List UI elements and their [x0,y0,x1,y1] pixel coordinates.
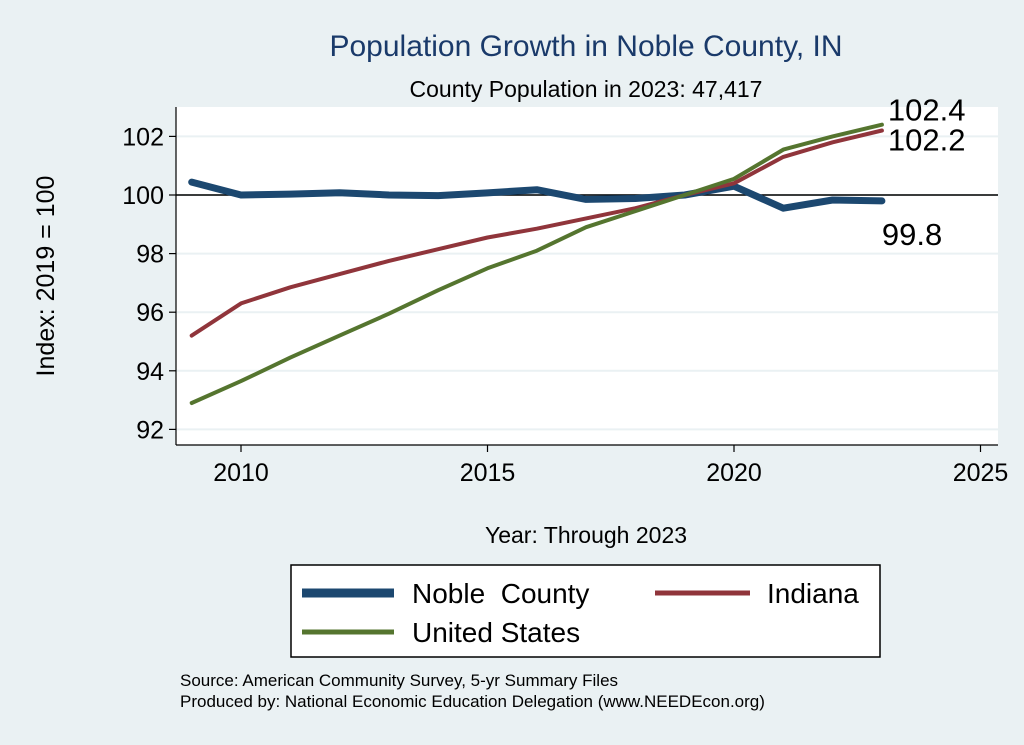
y-tick-label: 102 [122,123,164,151]
legend-label-us: United States [412,617,580,648]
legend-label-noble: Noble County [412,578,589,609]
x-tick-label: 2010 [213,459,269,487]
y-tick-label: 94 [136,358,164,386]
legend-box [290,564,881,658]
x-tick-label: 2015 [460,459,516,487]
x-axis-label: Year: Through 2023 [485,522,687,548]
series-line-0 [188,178,886,212]
legend: Noble County Indiana United States [290,564,881,658]
end-label-1: 102.2 [888,123,966,158]
axes: 92 94 96 98 100 102 2010 2015 2020 2025 [122,107,1008,487]
end-label-2: 102.4 [888,93,966,128]
series-lines [188,122,886,405]
plot-area [176,107,998,445]
x-tick-label: 2025 [953,459,1009,487]
y-tick-label: 96 [136,299,164,327]
y-tick-label: 92 [136,416,164,444]
y-tick-label: 98 [136,241,164,269]
series-line-2 [189,122,884,405]
producer-note: Produced by: National Economic Education… [180,692,765,711]
x-tick-label: 2020 [706,459,762,487]
y-axis-label: Index: 2019 = 100 [32,176,60,377]
chart-title: Population Growth in Noble County, IN [329,30,842,63]
legend-label-indiana: Indiana [767,578,859,609]
source-note: Source: American Community Survey, 5-yr … [180,671,618,690]
end-label-0: 99.8 [882,217,942,252]
y-tick-label: 100 [122,182,164,210]
series-line-1 [189,128,884,338]
chart-subtitle: County Population in 2023: 47,417 [410,76,763,102]
